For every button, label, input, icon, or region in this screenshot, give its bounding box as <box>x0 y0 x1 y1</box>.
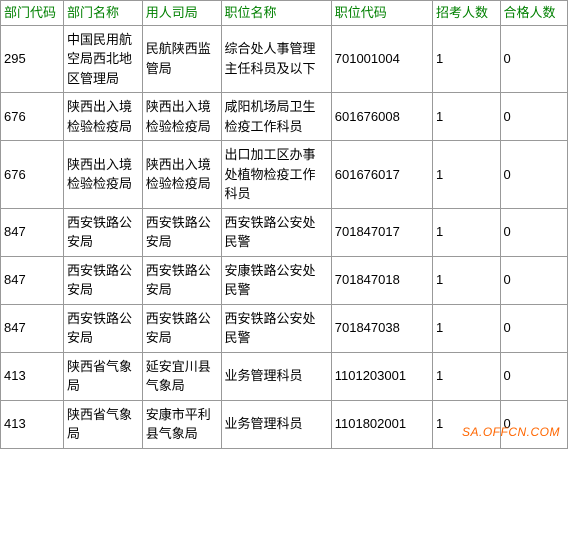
cell-dept-code: 676 <box>1 141 64 209</box>
cell-qualified-count: 0 <box>500 93 568 141</box>
header-employer: 用人司局 <box>142 1 221 26</box>
cell-dept-code: 676 <box>1 93 64 141</box>
table-row: 413陕西省气象局延安宜川县气象局业务管理科员110120300110 <box>1 352 568 400</box>
cell-qualified-count: 0 <box>500 141 568 209</box>
cell-dept-name: 陕西出入境检验检疫局 <box>64 141 143 209</box>
cell-dept-name: 陕西出入境检验检疫局 <box>64 93 143 141</box>
table-row: 847西安铁路公安局西安铁路公安局西安铁路公安处民警70184701710 <box>1 208 568 256</box>
table-row: 847西安铁路公安局西安铁路公安局安康铁路公安处民警70184701810 <box>1 256 568 304</box>
cell-recruit-count: 1 <box>433 141 501 209</box>
cell-pos-code: 701001004 <box>331 25 432 93</box>
header-recruit-count: 招考人数 <box>433 1 501 26</box>
cell-pos-code: 1101802001 <box>331 400 432 448</box>
header-pos-code: 职位代码 <box>331 1 432 26</box>
cell-pos-code: 601676017 <box>331 141 432 209</box>
cell-dept-name: 中国民用航空局西北地区管理局 <box>64 25 143 93</box>
cell-dept-code: 413 <box>1 352 64 400</box>
cell-qualified-count: 0 <box>500 304 568 352</box>
cell-position: 安康铁路公安处民警 <box>221 256 331 304</box>
cell-qualified-count: 0 <box>500 256 568 304</box>
cell-recruit-count: 1 <box>433 304 501 352</box>
cell-position: 业务管理科员 <box>221 352 331 400</box>
table-row: 676陕西出入境检验检疫局陕西出入境检验检疫局咸阳机场局卫生检疫工作科员6016… <box>1 93 568 141</box>
cell-employer: 西安铁路公安局 <box>142 256 221 304</box>
cell-employer: 西安铁路公安局 <box>142 208 221 256</box>
cell-employer: 西安铁路公安局 <box>142 304 221 352</box>
cell-recruit-count: 1 <box>433 208 501 256</box>
cell-pos-code: 601676008 <box>331 93 432 141</box>
cell-recruit-count: 1 <box>433 93 501 141</box>
cell-dept-name: 西安铁路公安局 <box>64 304 143 352</box>
table-row: 847西安铁路公安局西安铁路公安局西安铁路公安处民警70184703810 <box>1 304 568 352</box>
cell-position: 咸阳机场局卫生检疫工作科员 <box>221 93 331 141</box>
header-position: 职位名称 <box>221 1 331 26</box>
cell-position: 出口加工区办事处植物检疫工作科员 <box>221 141 331 209</box>
cell-dept-code: 847 <box>1 256 64 304</box>
table-row: 295中国民用航空局西北地区管理局民航陕西监管局综合处人事管理主任科员及以下70… <box>1 25 568 93</box>
cell-dept-name: 西安铁路公安局 <box>64 256 143 304</box>
cell-dept-code: 413 <box>1 400 64 448</box>
cell-dept-name: 西安铁路公安局 <box>64 208 143 256</box>
cell-recruit-count: 1 <box>433 352 501 400</box>
cell-pos-code: 701847018 <box>331 256 432 304</box>
header-dept-code: 部门代码 <box>1 1 64 26</box>
header-dept-name: 部门名称 <box>64 1 143 26</box>
header-qualified-count: 合格人数 <box>500 1 568 26</box>
cell-position: 业务管理科员 <box>221 400 331 448</box>
cell-dept-code: 847 <box>1 304 64 352</box>
recruitment-table-container: 部门代码 部门名称 用人司局 职位名称 职位代码 招考人数 合格人数 295中国… <box>0 0 568 449</box>
watermark-text: SA.OFFCN.COM <box>462 425 560 439</box>
cell-recruit-count: 1 <box>433 25 501 93</box>
cell-employer: 安康市平利县气象局 <box>142 400 221 448</box>
cell-position: 综合处人事管理主任科员及以下 <box>221 25 331 93</box>
cell-qualified-count: 0 <box>500 352 568 400</box>
cell-employer: 陕西出入境检验检疫局 <box>142 93 221 141</box>
cell-employer: 陕西出入境检验检疫局 <box>142 141 221 209</box>
cell-qualified-count: 0 <box>500 208 568 256</box>
cell-dept-code: 847 <box>1 208 64 256</box>
table-header-row: 部门代码 部门名称 用人司局 职位名称 职位代码 招考人数 合格人数 <box>1 1 568 26</box>
cell-recruit-count: 1 <box>433 256 501 304</box>
table-row: 676陕西出入境检验检疫局陕西出入境检验检疫局出口加工区办事处植物检疫工作科员6… <box>1 141 568 209</box>
table-body: 295中国民用航空局西北地区管理局民航陕西监管局综合处人事管理主任科员及以下70… <box>1 25 568 448</box>
cell-dept-name: 陕西省气象局 <box>64 400 143 448</box>
cell-position: 西安铁路公安处民警 <box>221 304 331 352</box>
cell-dept-code: 295 <box>1 25 64 93</box>
cell-position: 西安铁路公安处民警 <box>221 208 331 256</box>
recruitment-table: 部门代码 部门名称 用人司局 职位名称 职位代码 招考人数 合格人数 295中国… <box>0 0 568 449</box>
cell-pos-code: 1101203001 <box>331 352 432 400</box>
cell-qualified-count: 0 <box>500 25 568 93</box>
cell-employer: 民航陕西监管局 <box>142 25 221 93</box>
cell-employer: 延安宜川县气象局 <box>142 352 221 400</box>
cell-dept-name: 陕西省气象局 <box>64 352 143 400</box>
cell-pos-code: 701847017 <box>331 208 432 256</box>
cell-pos-code: 701847038 <box>331 304 432 352</box>
